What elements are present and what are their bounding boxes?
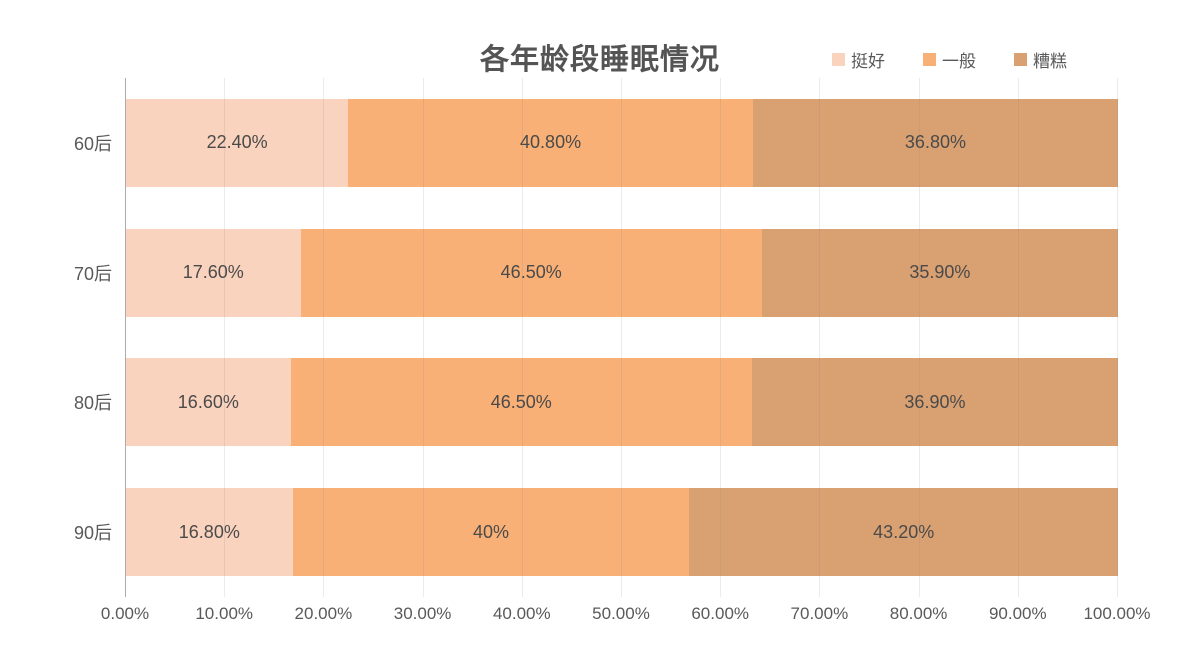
- gridline-50: [621, 78, 622, 597]
- x-axis-labels: 0.00% 10.00% 20.00% 30.00% 40.00% 50.00% 60.00…: [101, 604, 1151, 630]
- x-axis-label-5: 50.00%: [592, 604, 650, 623]
- x-axis-label-8: 80.00%: [889, 604, 948, 623]
- chart-title: 各年龄段睡眠情况: [479, 44, 721, 76]
- legend-label: 一般: [942, 52, 976, 71]
- x-axis-label-1: 10.00%: [195, 604, 254, 623]
- gridline-80: [918, 78, 920, 597]
- bar-segment-糟糕[interactable]: 43.20%: [689, 488, 1118, 577]
- legend-swatch-icon: [832, 53, 845, 66]
- bar-segment-挺好[interactable]: 16.60%: [126, 358, 291, 447]
- gridline-70: [819, 78, 821, 597]
- legend-swatch-icon: [1014, 53, 1027, 66]
- gridline-10: [224, 78, 226, 597]
- gridline-100: [1117, 78, 1118, 597]
- stacked-bar-70后: 17.60% 46.50% 35.90%: [126, 228, 1118, 317]
- y-axis-label-70后: 70后: [73, 263, 112, 284]
- bar-segment-label: 16.80%: [178, 521, 240, 542]
- x-axis-label-3: 30.00%: [393, 604, 452, 623]
- x-axis-label-7: 70.00%: [790, 604, 849, 623]
- y-axis-label-90后: 90后: [73, 523, 112, 544]
- bar-segment-一般[interactable]: 40%: [292, 488, 690, 577]
- legend-item-1[interactable]: 挺好: [832, 47, 885, 72]
- legend-label: 糟糕: [1033, 52, 1067, 71]
- legend: 挺好 一般 糟糕: [832, 47, 1067, 72]
- y-axis-labels: 60后 70后 80后 90后: [0, 78, 112, 597]
- bar-segment-一般[interactable]: 40.80%: [348, 98, 753, 187]
- y-axis-label-60后: 60后: [73, 133, 112, 154]
- stacked-bar-60后: 22.40% 40.80% 36.80%: [126, 98, 1118, 187]
- plot-area: 22.40% 40.80% 36.80% 17.60% 46.50% 35.90% 16.6…: [125, 78, 1118, 597]
- bar-segment-label: 46.50%: [500, 262, 562, 283]
- legend-item-3[interactable]: 糟糕: [1014, 47, 1067, 72]
- bar-segment-label: 40.80%: [520, 132, 582, 153]
- bar-segment-挺好[interactable]: 16.80%: [126, 488, 293, 577]
- stacked-bar-90后: 16.80% 40% 43.20%: [126, 488, 1118, 577]
- bar-segment-一般[interactable]: 46.50%: [300, 228, 762, 317]
- bar-segment-糟糕[interactable]: 36.90%: [751, 358, 1118, 447]
- gridline-30: [422, 78, 424, 597]
- y-axis-label-80后: 80后: [73, 393, 112, 414]
- x-axis-label-10: 100.00%: [1083, 604, 1151, 623]
- gridline-90: [1017, 78, 1019, 597]
- legend-item-2[interactable]: 一般: [923, 47, 976, 72]
- category-band-80后: 16.60% 46.50% 36.90%: [126, 338, 1118, 468]
- x-axis-label-2: 20.00%: [294, 604, 353, 623]
- stacked-bar-80后: 16.60% 46.50% 36.90%: [126, 358, 1118, 447]
- bar-segment-挺好[interactable]: 17.60%: [126, 228, 301, 317]
- bar-segment-一般[interactable]: 46.50%: [290, 358, 752, 447]
- bar-segment-label: 17.60%: [182, 262, 244, 283]
- legend-swatch-icon: [923, 53, 936, 66]
- bar-segment-label: 40%: [473, 521, 510, 542]
- gridline-20: [323, 78, 325, 597]
- bar-segment-挺好[interactable]: 22.40%: [126, 98, 349, 187]
- bar-segment-label: 35.90%: [909, 262, 971, 283]
- gridline-40: [521, 78, 523, 597]
- bar-segment-label: 46.50%: [490, 391, 552, 412]
- x-axis-label-4: 40.00%: [492, 604, 551, 623]
- bar-segment-label: 36.80%: [904, 132, 966, 153]
- category-band-60后: 22.40% 40.80% 36.80%: [126, 78, 1118, 208]
- category-band-90后: 16.80% 40% 43.20%: [126, 467, 1118, 597]
- bar-segment-label: 43.20%: [873, 521, 935, 542]
- x-axis-label-6: 60.00%: [691, 604, 750, 623]
- legend-label: 挺好: [851, 52, 885, 71]
- gridline-60: [720, 78, 722, 597]
- bar-segment-label: 36.90%: [904, 391, 966, 412]
- bar-segment-糟糕[interactable]: 36.80%: [752, 98, 1118, 187]
- x-axis-label-0: 0.00%: [100, 604, 150, 623]
- category-band-70后: 17.60% 46.50% 35.90%: [126, 208, 1118, 338]
- bar-segment-糟糕[interactable]: 35.90%: [761, 228, 1118, 317]
- bar-segment-label: 16.60%: [177, 391, 239, 412]
- bar-segment-label: 22.40%: [206, 132, 268, 153]
- x-axis-label-9: 90.00%: [988, 604, 1047, 623]
